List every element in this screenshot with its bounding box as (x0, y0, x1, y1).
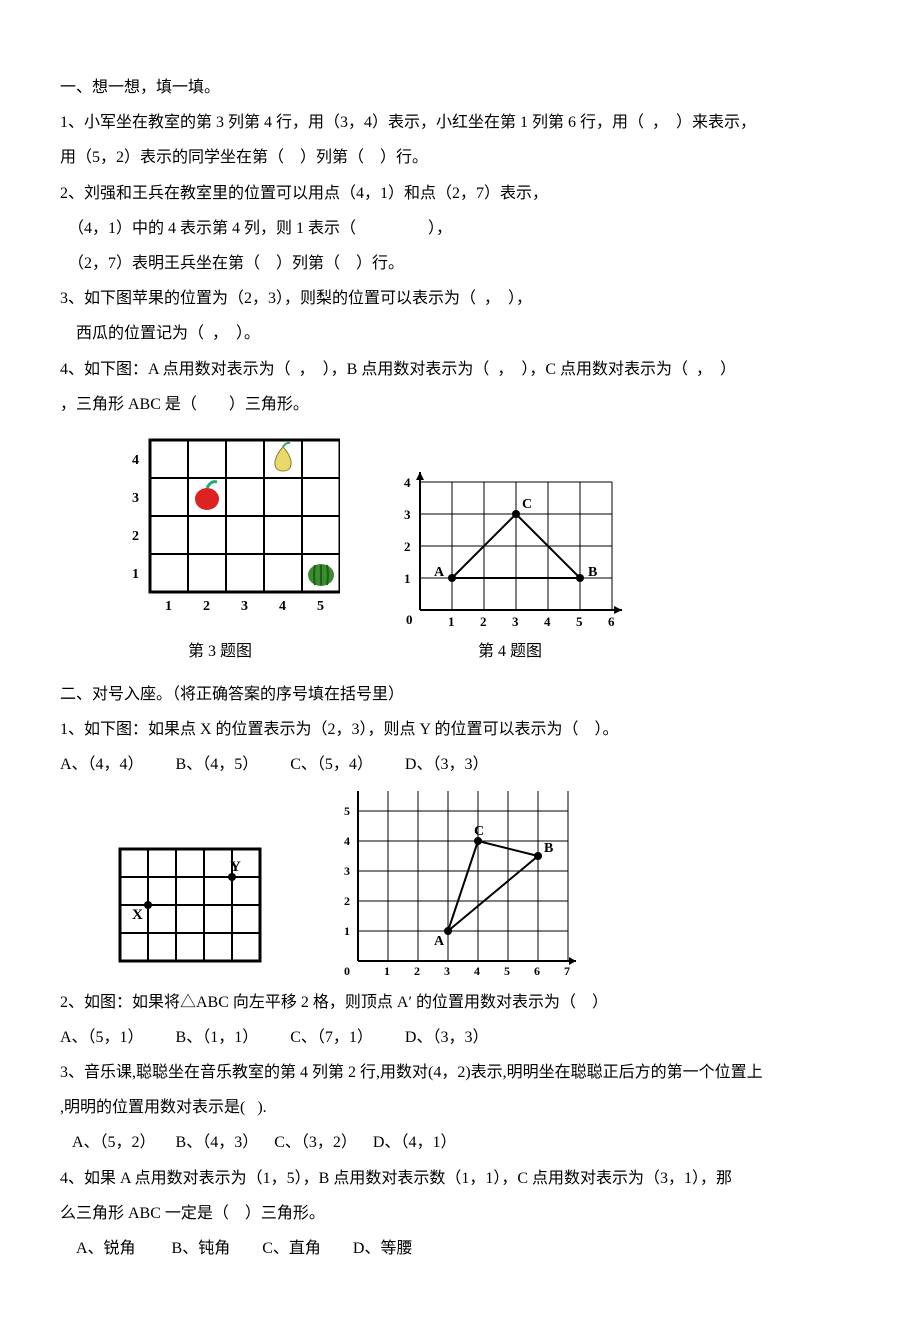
s2-q3-a: 3、音乐课,聪聪坐在音乐教室的第 4 列第 2 行,用数对(4，2)表示,明明坐… (60, 1055, 860, 1090)
svg-text:3: 3 (444, 964, 450, 978)
fig-captions-1: 第 3 题图 第 4 题图 (100, 634, 860, 669)
svg-text:B: B (544, 841, 553, 856)
svg-text:3: 3 (512, 614, 519, 629)
svg-text:3: 3 (344, 864, 350, 878)
svg-text:B: B (588, 565, 597, 580)
svg-text:2: 2 (480, 614, 487, 629)
s1-q4-b: ，三角形 ABC 是（ ）三角形。 (60, 387, 860, 422)
svg-text:6: 6 (534, 964, 540, 978)
svg-text:A: A (434, 565, 445, 580)
s2-q4-a: 4、如果 A 点用数对表示为（1，5），B 点用数对表示数（1，1），C 点用数… (60, 1161, 860, 1196)
s1-q1-a: 1、小军坐在教室的第 3 列第 4 行，用（3，4）表示，小红坐在第 1 列第 … (60, 105, 860, 140)
s2-q4-opts: A、锐角 B、钝角 C、直角 D、等腰 (60, 1231, 860, 1266)
svg-text:3: 3 (241, 599, 248, 614)
figXY-grid: XY (100, 831, 280, 981)
svg-text:2: 2 (344, 894, 350, 908)
svg-text:C: C (522, 497, 532, 512)
svg-text:5: 5 (317, 599, 324, 614)
svg-text:C: C (474, 824, 484, 839)
svg-text:A: A (434, 934, 445, 949)
svg-text:7: 7 (564, 964, 570, 978)
svg-text:1: 1 (132, 567, 139, 582)
svg-text:6: 6 (608, 614, 615, 629)
figs-row-1: 1 2 3 4 1 2 3 4 5 0 1 2 3 4 5 6 1 2 3 4 A B C (100, 430, 860, 630)
s1-q1-b: 用（5，2）表示的同学坐在第（ ）列第（ ）行。 (60, 140, 860, 175)
svg-text:4: 4 (544, 614, 551, 629)
s2-q2-a: 2、如图：如果将△ABC 向左平移 2 格，则顶点 A′ 的位置用数对表示为（ … (60, 985, 860, 1020)
s2-q1-opts: A、（4，4） B、（4，5） C、（5，4） D、（3，3） (60, 747, 860, 782)
s1-q2-c: （2，7）表明王兵坐在第（ ）列第（ ）行。 (60, 246, 860, 281)
svg-text:2: 2 (414, 964, 420, 978)
svg-text:3: 3 (132, 491, 139, 506)
svg-text:4: 4 (132, 453, 139, 468)
svg-text:X: X (132, 907, 143, 923)
svg-text:4: 4 (344, 834, 350, 848)
svg-text:Y: Y (230, 859, 241, 875)
section2-title: 二、对号入座。（将正确答案的序号填在括号里） (60, 677, 860, 712)
svg-text:1: 1 (165, 599, 172, 614)
figs-row-2: XY 01234567123456ABC (100, 791, 860, 981)
s2-q4-b: 么三角形 ABC 一定是（ ）三角形。 (60, 1196, 860, 1231)
svg-text:0: 0 (344, 964, 350, 978)
section1-title: 一、想一想，填一填。 (60, 70, 860, 105)
s2-q3-opts: A、（5，2） B、（4，3） C、（3，2） D、（4，1） (60, 1125, 860, 1160)
s2-q1-a: 1、如下图：如果点 X 的位置表示为（2，3），则点 Y 的位置可以表示为（ ）… (60, 712, 860, 747)
svg-text:4: 4 (474, 964, 480, 978)
s1-q3-a: 3、如下图苹果的位置为（2，3），则梨的位置可以表示为（ ， ）， (60, 281, 860, 316)
fig3-fruit-grid: 1 2 3 4 1 2 3 4 5 (100, 430, 340, 630)
svg-text:2: 2 (203, 599, 210, 614)
figABC2-grid: 01234567123456ABC (320, 791, 580, 981)
svg-text:1: 1 (448, 614, 455, 629)
svg-text:0: 0 (406, 612, 413, 627)
s2-q2-opts: A、（5，1） B、（1，1） C、（7，1） D、（3，3） (60, 1020, 860, 1055)
svg-text:2: 2 (404, 539, 411, 554)
svg-text:1: 1 (384, 964, 390, 978)
svg-text:5: 5 (344, 804, 350, 818)
svg-text:2: 2 (132, 529, 139, 544)
svg-text:1: 1 (404, 571, 411, 586)
svg-text:3: 3 (404, 507, 411, 522)
svg-text:4: 4 (404, 475, 411, 490)
fig4-triangle-grid: 0 1 2 3 4 5 6 1 2 3 4 A B C (380, 430, 640, 630)
s1-q2-b: （4，1）中的 4 表示第 4 列，则 1 表示（ ）， (60, 211, 860, 246)
s2-q3-b: ,明明的位置用数对表示是( ). (60, 1090, 860, 1125)
svg-text:1: 1 (344, 924, 350, 938)
fig4-caption: 第 4 题图 (380, 634, 640, 669)
svg-text:4: 4 (279, 599, 286, 614)
s1-q4-a: 4、如下图：A 点用数对表示为（ ， ），B 点用数对表示为（ ， ），C 点用… (60, 352, 860, 387)
svg-text:5: 5 (504, 964, 510, 978)
fig3-caption: 第 3 题图 (100, 634, 340, 669)
svg-text:5: 5 (576, 614, 583, 629)
s1-q2-a: 2、刘强和王兵在教室里的位置可以用点（4，1）和点（2，7）表示， (60, 176, 860, 211)
s1-q3-b: 西瓜的位置记为（ ， ）。 (60, 316, 860, 351)
